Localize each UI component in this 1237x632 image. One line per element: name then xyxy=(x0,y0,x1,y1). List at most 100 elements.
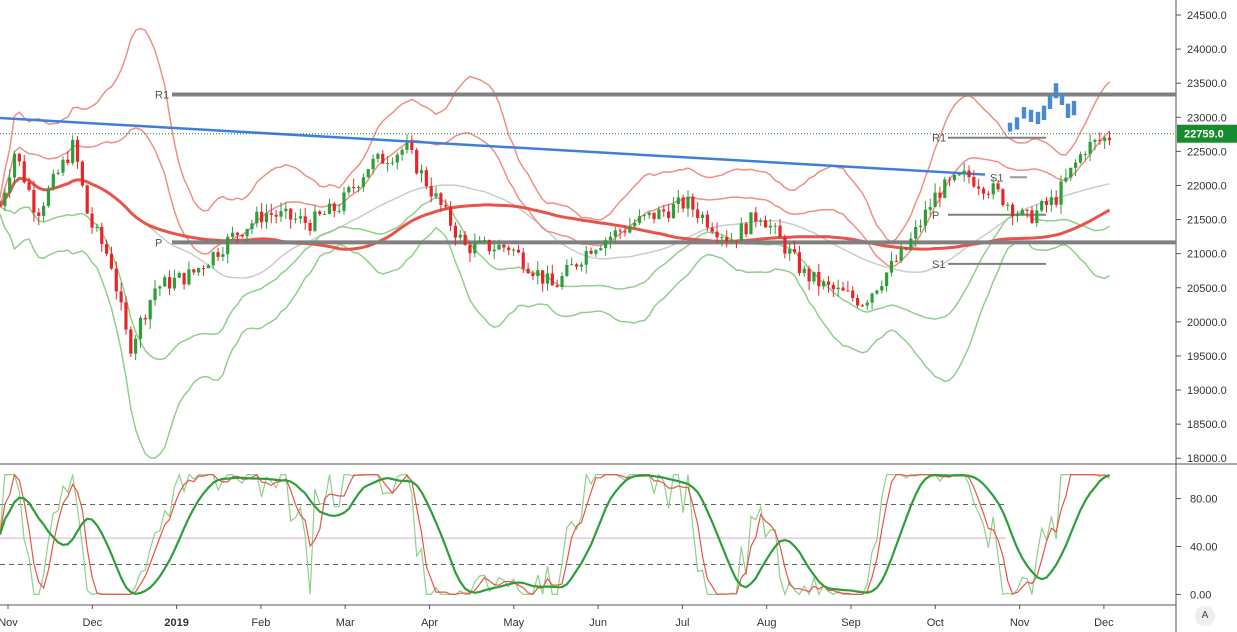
candle-body xyxy=(279,211,283,217)
candle-body xyxy=(1001,189,1005,206)
candle-body xyxy=(1093,139,1097,142)
price-tick-label: 21500.0 xyxy=(1187,215,1227,227)
candle-body xyxy=(347,187,351,193)
candle-body xyxy=(676,197,680,205)
candle-body xyxy=(511,249,516,251)
candle-body xyxy=(1015,214,1020,217)
osc-slow-line xyxy=(0,473,1110,596)
candle-body xyxy=(729,240,734,242)
candle-body xyxy=(541,270,545,284)
candle-body xyxy=(75,139,80,162)
candle-body xyxy=(260,211,264,223)
candle-body xyxy=(119,291,123,303)
candle-body xyxy=(323,214,327,216)
candle-body xyxy=(284,208,288,212)
candle-body xyxy=(909,238,913,250)
candle-body xyxy=(1040,201,1044,211)
candle-body xyxy=(894,260,898,262)
candle-body xyxy=(8,177,12,193)
candle-body xyxy=(618,230,622,232)
candle-body xyxy=(109,253,114,269)
projection-bar xyxy=(1065,103,1071,118)
candle-body xyxy=(1030,210,1034,223)
candle-body xyxy=(46,188,51,206)
candle-body xyxy=(754,212,758,222)
candle-body xyxy=(783,237,787,254)
candle-body xyxy=(662,209,666,212)
candle-body xyxy=(211,252,215,266)
price-tick-label: 24500.0 xyxy=(1187,10,1227,22)
candle-body xyxy=(1049,197,1053,206)
candle-body xyxy=(352,187,356,189)
candle-body xyxy=(95,226,99,228)
candle-body xyxy=(521,252,525,269)
candle-body xyxy=(177,272,181,278)
candle-body xyxy=(167,277,172,289)
candle-body xyxy=(448,206,453,226)
candle-body xyxy=(516,249,521,253)
lower-band-inner xyxy=(0,196,1110,361)
candle-body xyxy=(1064,177,1068,182)
osc-tick-label: 80.00 xyxy=(1190,494,1218,506)
candle-body xyxy=(32,189,36,213)
candle-body xyxy=(841,287,845,291)
candle-body xyxy=(453,225,458,238)
candle-body xyxy=(245,229,249,237)
candle-body xyxy=(487,239,491,252)
pivot-level-label: P xyxy=(155,237,162,249)
candle-body xyxy=(56,172,60,174)
projection-bar xyxy=(1035,111,1041,125)
candle-body xyxy=(492,249,496,252)
candle-body xyxy=(594,250,598,254)
candle-body xyxy=(923,209,927,226)
candle-body xyxy=(114,268,118,292)
candle-body xyxy=(1020,209,1024,215)
candle-body xyxy=(400,149,404,155)
candle-body xyxy=(134,338,138,354)
current-price-label: 22759.0 xyxy=(1184,129,1224,141)
candle-body xyxy=(313,211,317,231)
candle-body xyxy=(206,265,210,269)
candle-body xyxy=(415,150,419,174)
candle-body xyxy=(880,285,884,291)
candle-body xyxy=(633,223,637,227)
candle-body xyxy=(429,186,433,197)
candle-body xyxy=(303,216,307,223)
grey-moving-average xyxy=(0,177,1110,279)
candle-body xyxy=(967,170,971,178)
candle-body xyxy=(531,273,535,277)
candle-body xyxy=(725,237,729,242)
candle-body xyxy=(439,193,443,206)
candle-body xyxy=(715,231,719,238)
candle-body xyxy=(444,205,448,207)
price-tick-label: 19500.0 xyxy=(1187,351,1227,363)
candle-body xyxy=(986,193,990,195)
candle-body xyxy=(700,214,705,218)
candle-body xyxy=(172,277,177,289)
candle-body xyxy=(860,305,865,307)
candle-body xyxy=(1025,209,1029,211)
candle-body xyxy=(104,244,109,254)
candle-body xyxy=(671,204,676,219)
candle-body xyxy=(865,302,869,306)
candle-body xyxy=(129,329,133,354)
candle-body xyxy=(61,159,65,173)
weekly-level-label: P xyxy=(932,210,939,222)
price-tick-label: 20000.0 xyxy=(1187,317,1227,329)
candle-body xyxy=(977,186,981,189)
candle-body xyxy=(289,208,293,220)
candle-body xyxy=(657,209,661,220)
trendline xyxy=(0,116,986,176)
candle-body xyxy=(361,177,365,187)
candle-body xyxy=(269,212,273,215)
auto-scale-button[interactable]: A xyxy=(1195,606,1215,626)
candle-body xyxy=(972,177,976,187)
candle-body xyxy=(696,209,700,218)
time-tick-label: Oct xyxy=(927,617,944,629)
candle-body xyxy=(51,173,55,189)
osc-tick-label: 40.00 xyxy=(1190,541,1218,553)
candle-body xyxy=(37,212,41,217)
candle-body xyxy=(991,183,995,195)
candle-body xyxy=(1010,204,1015,217)
candle-body xyxy=(22,161,26,183)
